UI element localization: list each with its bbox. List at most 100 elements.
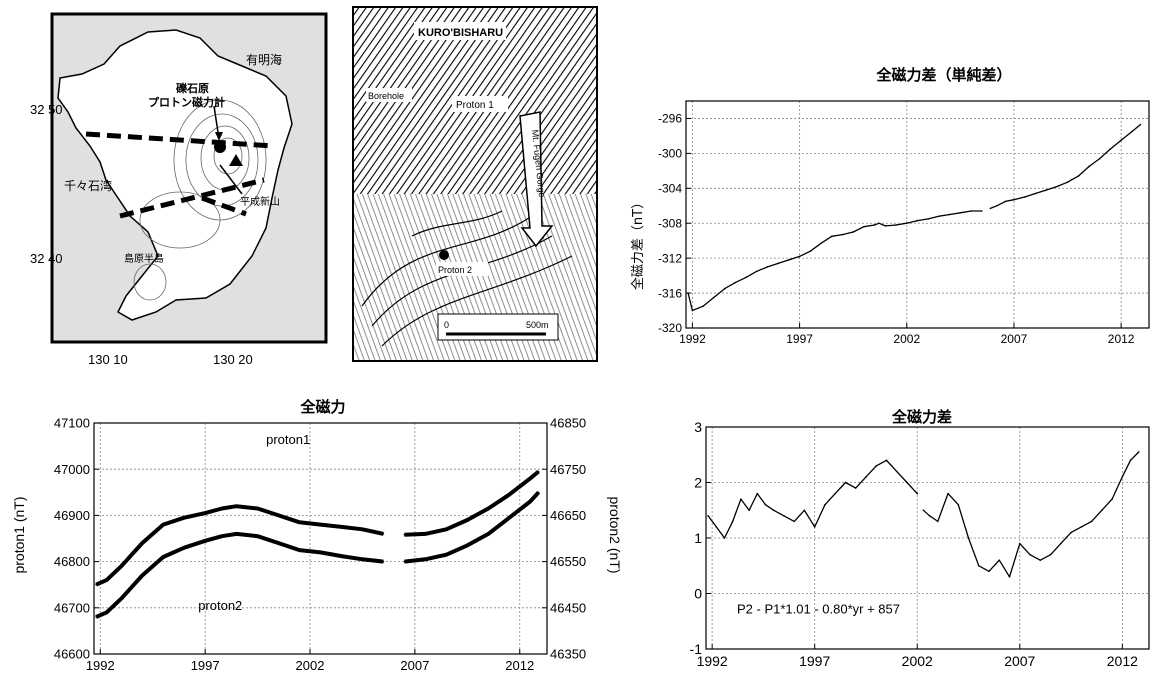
data-point [95, 583, 97, 586]
data-point [740, 498, 742, 500]
x-tick-label: 2002 [296, 658, 325, 673]
data-point [1101, 509, 1103, 512]
data-point [508, 493, 511, 496]
data-point [895, 470, 898, 473]
svg-text:500m: 500m [526, 320, 549, 330]
data-point [922, 509, 925, 512]
chart-title: 全磁力 [299, 398, 345, 416]
data-point [120, 565, 123, 568]
y-tick-label: -320 [658, 321, 682, 335]
place-proton: プロトン磁力計 [148, 95, 225, 109]
data-point [788, 259, 790, 261]
annotation: P2 - P1*1.01 - 0.80*yr + 857 [737, 601, 900, 616]
data-point [873, 224, 876, 226]
data-point [466, 544, 469, 547]
y-tick-label: -1 [690, 641, 703, 657]
data-point [878, 222, 880, 225]
data-point [1077, 175, 1080, 177]
data-point [798, 255, 801, 258]
data-point [865, 476, 867, 478]
data-point [529, 477, 532, 480]
annotation: proton1 [266, 432, 310, 447]
x-tick-label: 2007 [1004, 653, 1035, 669]
data-point [1056, 185, 1058, 188]
y-tick-label: 46800 [54, 554, 90, 569]
y-tick-label: 0 [694, 585, 702, 601]
data-point [319, 551, 322, 554]
y2-tick-label: 46750 [550, 462, 586, 477]
place-ariake: 有明海 [246, 52, 282, 67]
data-point [141, 574, 144, 577]
data-point [1070, 531, 1072, 534]
site-label-proton2: Proton 2 [438, 265, 472, 275]
data-point [204, 540, 206, 542]
data-point [424, 558, 427, 561]
data-point [938, 215, 940, 218]
place-chijiwa: 千々石湾 [64, 178, 112, 193]
data-point [731, 520, 734, 523]
site-label-proton1: Proton 1 [456, 100, 494, 111]
data-point [1049, 553, 1052, 556]
y-axis-label: proton1 (nT) [11, 496, 27, 573]
y-tick-label: -300 [658, 147, 682, 161]
data-point [445, 553, 448, 556]
y-tick-label: -304 [658, 182, 682, 196]
data-point [340, 555, 343, 557]
data-point [298, 521, 301, 524]
data-point [803, 509, 806, 512]
data-point [927, 218, 930, 220]
data-point [723, 287, 726, 290]
data-point [977, 564, 980, 567]
data-point [813, 526, 816, 528]
data-point [204, 512, 206, 514]
data-point [277, 514, 280, 517]
data-point [988, 570, 990, 573]
data-point [235, 533, 238, 535]
data-point [957, 503, 960, 506]
data-point [852, 231, 854, 233]
data-point [221, 535, 223, 537]
plot-frame [685, 100, 1150, 329]
data-point [1060, 542, 1062, 545]
data-point [996, 204, 998, 207]
data-point [361, 528, 364, 531]
data-point [1088, 165, 1090, 168]
site-map: KURO'BISHARU Proton 1 Borehole Proton 2 … [352, 6, 598, 362]
gorge-arrow: Mt. Fugen Gorge [519, 111, 554, 248]
x-tick-label: 1992 [679, 332, 706, 346]
y-tick-label: 46700 [54, 600, 90, 615]
data-point [1008, 576, 1011, 578]
data-point [1039, 559, 1042, 561]
data-point [141, 542, 144, 544]
x-tick-label: 2012 [1108, 332, 1135, 346]
proton-magnetometer-marker [214, 141, 226, 153]
heisei-shinzan-marker [229, 154, 243, 166]
y-tick-label: 1 [694, 530, 702, 546]
annotation: proton2 [198, 598, 242, 613]
data-point [777, 262, 779, 265]
data-point [277, 542, 280, 544]
series-line-0 [707, 451, 1140, 578]
data-point [1129, 459, 1132, 462]
data-point [1139, 123, 1142, 126]
data-point [687, 292, 689, 294]
x-tick-label: 2012 [505, 658, 534, 673]
place-heisei: 平成新山 [240, 195, 280, 208]
data-point [183, 516, 185, 519]
data-point [715, 526, 718, 528]
data-point [745, 276, 747, 279]
data-point [885, 459, 888, 462]
x-tick-label: 2007 [400, 658, 429, 673]
data-point [1080, 526, 1083, 528]
x-tick-label: 2012 [1107, 653, 1138, 669]
data-point [340, 526, 343, 528]
data-point [906, 481, 908, 484]
y-tick-label: 46900 [54, 508, 90, 523]
data-point [1018, 542, 1021, 545]
data-point [1120, 139, 1122, 142]
data-point [319, 523, 322, 526]
data-point [764, 503, 767, 506]
data-point [916, 492, 919, 495]
data-point [947, 492, 949, 495]
data-point [162, 523, 165, 526]
